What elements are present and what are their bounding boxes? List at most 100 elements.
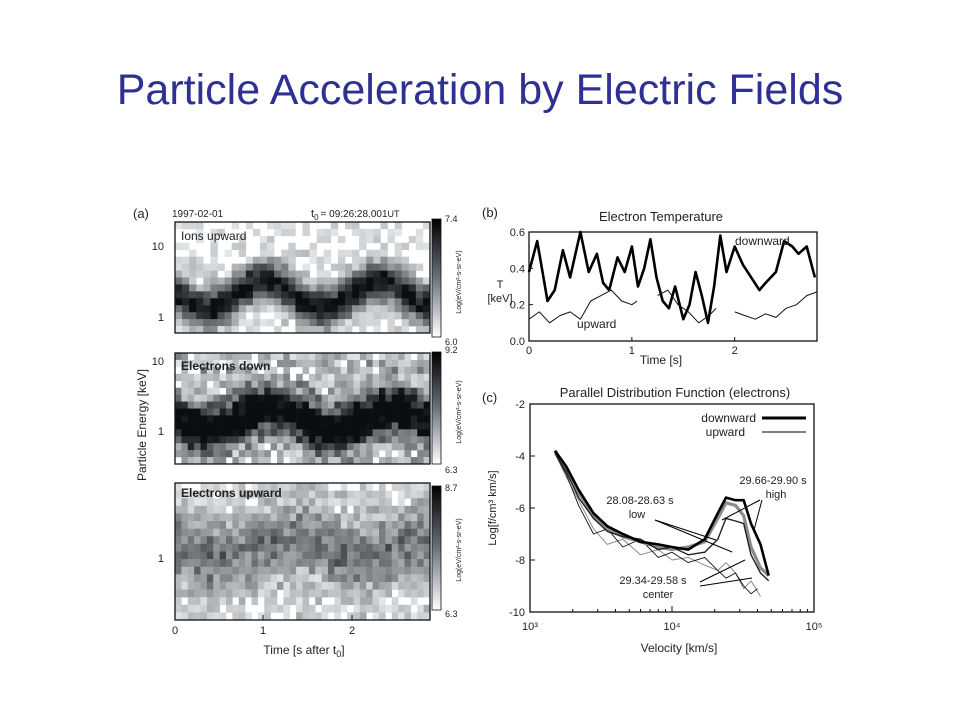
heatmap-cell [391,436,399,444]
heatmap-cell [366,513,373,522]
heatmap-cell [283,380,291,388]
heatmap-cell [410,394,418,402]
heatmap-cell [213,543,220,552]
heatmap-cell [219,353,227,361]
heatmap-cell [404,408,412,416]
heatmap-cell [334,380,342,388]
heatmap-cell [366,305,374,313]
heatmap-cell [410,543,418,552]
subpanel-ions-ytick-1: 1 [158,312,164,324]
heatmap-cell [252,326,261,334]
heatmap-cell [410,566,418,575]
heatmap-cell [334,450,342,458]
heatmap-cell [231,242,240,251]
heatmap-cell [181,581,189,590]
heatmap-cell [289,589,297,598]
panel-b-label: (b) [482,205,498,220]
heatmap-cell [385,559,393,568]
colorbar-edown-bar [431,351,442,465]
heatmap-cell [270,505,278,514]
heatmap-cell [270,436,278,444]
heatmap-cell [283,415,291,423]
heatmap-cell [283,543,291,552]
heatmap-cell [203,291,211,299]
heatmap-cell [187,436,195,444]
heatmap-cell [372,490,380,499]
heatmap-cell [206,353,214,361]
heatmap-cell [334,408,342,416]
heatmap-cell [315,373,322,382]
heatmap-cell [366,443,373,451]
heatmap-cell [340,408,348,416]
heatmap-cell [206,536,214,545]
heatmap-cell [366,312,374,320]
heatmap-cell [379,436,386,444]
heatmap-cell [330,263,339,271]
heatmap-cell [353,408,361,416]
panel-a-date: 1997-02-01 [172,209,224,220]
heatmap-cell [232,457,240,465]
heatmap-cell [315,408,322,416]
heatmap-cell [328,551,335,560]
heatmap-cell [359,498,367,507]
heatmap-cell [238,581,246,590]
heatmap-cell [289,521,297,529]
heatmap-cell [417,353,424,361]
heatmap-cell [308,604,316,613]
heatmap-cell [270,559,278,568]
heatmap-cell [289,498,297,507]
heatmap-cell [410,380,418,388]
heatmap-cell [372,551,380,560]
heatmap-cell [423,408,431,416]
heatmap-cell [404,521,412,529]
heatmap-cell [372,429,380,437]
heatmap-cell [264,401,271,409]
heatmap-cell [347,353,354,361]
heatmap-cell [387,256,395,264]
heatmap-cell [353,612,361,621]
heatmap-cell [226,536,233,545]
heatmap-cell [267,256,275,264]
heatmap-cell [231,312,240,320]
heatmap-cell [213,612,220,621]
heatmap-cell [417,536,424,545]
heatmap-cell [187,559,195,568]
heatmap-cell [359,235,367,244]
heatmap-cell [340,498,348,507]
heatmap-cell [187,505,195,514]
heatmap-cell [340,604,348,613]
heatmap-cell [217,263,225,271]
heatmap-cell [422,319,431,327]
heatmap-cell [352,291,360,299]
heatmap-cell [334,597,342,606]
heatmap-cell [385,415,393,423]
heatmap-cell [308,498,316,507]
heatmap-cell [283,359,291,368]
heatmap-cell [245,380,252,388]
heatmap-cell [404,574,412,583]
heatmap-cell [289,415,297,423]
heatmap-cell [379,612,386,621]
heatmap-cell [181,505,189,514]
heatmap-cell [337,312,346,320]
heatmap-cell [353,443,361,451]
heatmap-cell [353,536,361,545]
heatmap-cell [245,490,252,499]
heatmap-cell [394,228,402,237]
heatmap-cell [379,528,386,537]
heatmap-cell [231,222,240,230]
heatmap-cell [315,490,322,499]
heatmap-cell [340,483,348,491]
heatmap-cell [302,415,310,423]
heatmap-cell [296,566,303,575]
heatmap-cell [401,312,410,320]
heatmap-cell [417,513,424,522]
heatmap-cell [232,422,240,430]
heatmap-cell [245,543,252,552]
heatmap-cell [359,298,367,306]
heatmap-cell [281,277,289,285]
heatmap-cell [288,284,296,292]
heatmap-cell [175,536,182,545]
heatmap-cell [182,270,190,278]
heatmap-cell [232,612,240,621]
